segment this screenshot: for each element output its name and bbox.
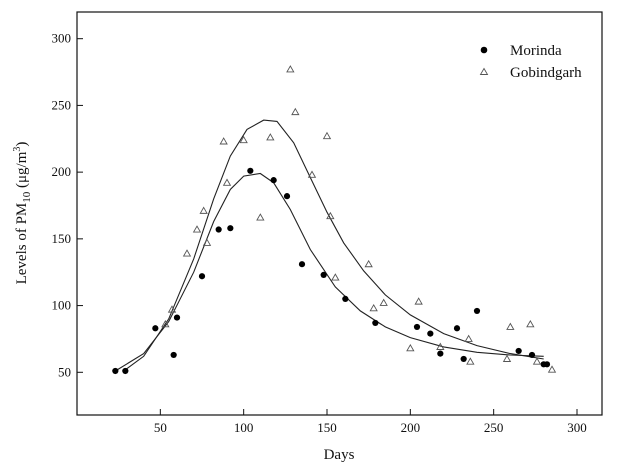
x-tick-label: 300 — [567, 420, 587, 435]
plot-frame — [76, 11, 603, 416]
point-gobindgarh — [532, 357, 542, 365]
point-gobindgarh — [222, 178, 232, 186]
point-gobindgarh — [307, 170, 317, 178]
point-morinda — [427, 330, 434, 337]
point-gobindgarh — [266, 133, 275, 141]
point-morinda — [437, 350, 444, 357]
fit-curve-morinda — [115, 172, 544, 372]
x-tick-label: 100 — [234, 420, 254, 435]
point-morinda — [473, 307, 481, 315]
axis-ticks: 50 100 150 200 250 300 50 100 150 200 250 300 — [52, 31, 587, 435]
point-morinda — [122, 367, 129, 375]
point-morinda — [372, 319, 379, 327]
point-gobindgarh — [291, 107, 300, 116]
point-morinda — [515, 347, 522, 355]
point-morinda — [112, 367, 119, 375]
x-tick-label: 150 — [317, 420, 337, 435]
legend-label-gobindgarh: Gobindgarh — [510, 65, 582, 81]
point-gobindgarh — [239, 135, 248, 144]
point-gobindgarh — [219, 137, 228, 145]
y-axis-label-unit-sup: 3 — [12, 147, 23, 152]
x-tick-label: 200 — [401, 420, 421, 435]
legend-marker-morinda — [480, 46, 488, 54]
legend-marker-gobindgarh — [479, 67, 489, 75]
point-morinda — [528, 351, 536, 359]
x-tick-label: 50 — [154, 420, 167, 435]
point-morinda — [227, 225, 234, 232]
y-axis-label-unit-close: ) — [14, 142, 30, 147]
y-axis-label-unit: (μg/m — [14, 151, 30, 191]
point-gobindgarh — [161, 319, 170, 328]
y-tick-label: 50 — [58, 364, 71, 379]
point-gobindgarh — [326, 211, 335, 220]
point-morinda — [173, 314, 181, 321]
point-gobindgarh — [192, 225, 202, 233]
point-gobindgarh — [464, 334, 473, 342]
y-axis-label-sub: 10 — [21, 191, 33, 203]
point-gobindgarh — [436, 342, 445, 350]
y-axis-label-main: Levels of PM — [14, 203, 30, 285]
point-morinda — [247, 167, 254, 174]
legend-label-morinda: Morinda — [510, 43, 562, 59]
point-gobindgarh — [379, 298, 388, 306]
x-axis-label: Days — [324, 447, 355, 463]
y-tick-label: 150 — [52, 231, 72, 246]
point-gobindgarh — [331, 273, 340, 281]
point-gobindgarh — [406, 343, 415, 352]
point-morinda — [152, 325, 159, 332]
point-gobindgarh — [322, 131, 332, 140]
y-tick-label: 300 — [52, 31, 72, 46]
point-gobindgarh — [502, 354, 512, 362]
point-morinda — [453, 325, 461, 332]
point-gobindgarh — [547, 365, 557, 373]
point-morinda — [413, 323, 421, 331]
y-tick-label: 200 — [52, 164, 72, 179]
point-morinda — [543, 361, 551, 368]
point-morinda — [270, 177, 277, 184]
y-axis-label: Levels of PM10 (μg/m3) — [12, 142, 33, 285]
point-gobindgarh — [202, 238, 212, 246]
fit-curve-gobindgarh — [123, 119, 544, 372]
point-gobindgarh — [364, 259, 373, 268]
point-morinda — [342, 295, 349, 303]
point-morinda — [215, 226, 222, 233]
point-gobindgarh — [286, 65, 295, 73]
point-morinda — [320, 271, 327, 278]
point-morinda — [170, 351, 177, 359]
point-gobindgarh — [199, 206, 208, 214]
point-gobindgarh — [369, 303, 378, 312]
point-gobindgarh — [414, 297, 423, 305]
x-tick-label: 250 — [484, 420, 504, 435]
point-morinda — [283, 193, 291, 200]
point-morinda — [460, 355, 467, 363]
point-morinda — [298, 261, 306, 268]
legend: Morinda Gobindgarh — [479, 43, 582, 81]
point-gobindgarh — [182, 249, 192, 257]
point-morinda — [198, 273, 206, 280]
y-tick-label: 250 — [52, 97, 72, 112]
point-gobindgarh — [167, 305, 177, 313]
data-points — [112, 65, 557, 375]
fit-curves — [115, 119, 544, 372]
point-gobindgarh — [256, 213, 265, 221]
y-tick-label: 100 — [52, 298, 72, 313]
point-gobindgarh — [526, 319, 535, 328]
point-gobindgarh — [466, 357, 475, 365]
point-gobindgarh — [506, 322, 515, 330]
